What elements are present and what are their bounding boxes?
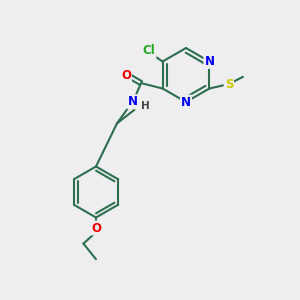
- Text: S: S: [225, 77, 233, 91]
- Text: H: H: [141, 101, 150, 111]
- Text: N: N: [204, 55, 214, 68]
- Text: O: O: [121, 69, 131, 82]
- Text: N: N: [181, 95, 191, 109]
- Text: O: O: [91, 221, 101, 235]
- Text: N: N: [128, 95, 138, 108]
- Text: Cl: Cl: [143, 44, 155, 58]
